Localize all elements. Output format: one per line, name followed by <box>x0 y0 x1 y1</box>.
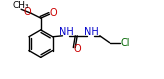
Text: O: O <box>50 8 57 18</box>
Text: NH: NH <box>59 27 74 37</box>
Text: CH₃: CH₃ <box>12 1 29 10</box>
Text: O: O <box>74 44 82 54</box>
Text: O: O <box>24 7 31 17</box>
Text: Cl: Cl <box>121 38 130 48</box>
Text: NH: NH <box>84 27 98 37</box>
